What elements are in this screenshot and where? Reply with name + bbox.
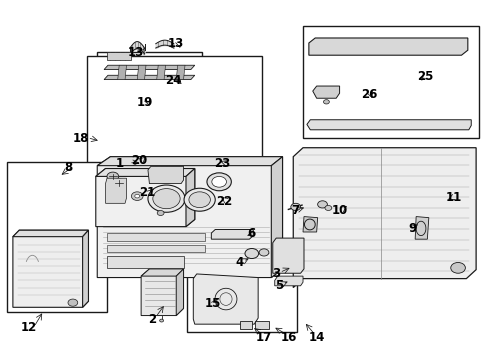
Circle shape (206, 173, 231, 191)
Circle shape (244, 248, 258, 258)
Text: 7: 7 (291, 204, 299, 217)
Polygon shape (13, 230, 88, 237)
Polygon shape (118, 65, 126, 80)
Circle shape (259, 249, 268, 256)
Circle shape (450, 262, 465, 273)
Polygon shape (148, 166, 183, 184)
Polygon shape (96, 168, 194, 226)
Polygon shape (185, 168, 194, 226)
Text: 13: 13 (128, 46, 144, 59)
Polygon shape (274, 276, 303, 286)
Circle shape (290, 203, 300, 211)
Bar (255, 321, 268, 329)
Polygon shape (105, 178, 126, 203)
Polygon shape (157, 65, 165, 80)
Text: 6: 6 (247, 227, 255, 240)
Bar (239, 321, 251, 329)
Text: 2: 2 (147, 313, 156, 327)
Circle shape (188, 192, 210, 208)
Polygon shape (271, 157, 282, 278)
Bar (107, 233, 204, 241)
Circle shape (113, 179, 124, 187)
Text: 9: 9 (408, 222, 416, 235)
Polygon shape (414, 217, 428, 239)
Bar (6, 162, 106, 312)
Text: 14: 14 (308, 330, 324, 343)
Polygon shape (104, 65, 194, 69)
Text: 11: 11 (445, 192, 461, 204)
Circle shape (68, 299, 78, 306)
Circle shape (325, 206, 331, 211)
Text: 20: 20 (131, 154, 147, 167)
Circle shape (153, 189, 180, 209)
Polygon shape (107, 51, 131, 60)
Polygon shape (211, 229, 253, 239)
Polygon shape (141, 269, 183, 316)
Polygon shape (293, 148, 475, 288)
Circle shape (159, 319, 163, 322)
Text: 5: 5 (275, 279, 283, 292)
Text: 21: 21 (139, 186, 155, 199)
Bar (186, 246, 296, 332)
Circle shape (148, 185, 184, 212)
Circle shape (211, 176, 226, 187)
Polygon shape (303, 217, 317, 232)
Text: 22: 22 (216, 195, 232, 208)
Bar (303, 26, 478, 138)
Text: 19: 19 (136, 96, 152, 109)
Polygon shape (82, 230, 88, 307)
Polygon shape (13, 230, 88, 307)
Polygon shape (308, 38, 467, 55)
Bar (87, 56, 262, 220)
Text: 12: 12 (21, 321, 37, 334)
Circle shape (183, 188, 215, 211)
Text: 25: 25 (416, 70, 432, 83)
Polygon shape (272, 238, 304, 273)
Text: 17: 17 (255, 330, 272, 343)
Polygon shape (104, 75, 194, 80)
Polygon shape (96, 168, 194, 176)
Polygon shape (312, 86, 339, 98)
Bar (107, 256, 183, 268)
Text: 18: 18 (73, 132, 89, 145)
Circle shape (317, 201, 327, 208)
Text: 3: 3 (272, 267, 280, 280)
Polygon shape (176, 269, 183, 316)
Polygon shape (141, 269, 183, 276)
Text: 16: 16 (281, 330, 297, 343)
Bar (97, 52, 202, 133)
Polygon shape (176, 65, 184, 80)
Circle shape (107, 172, 119, 181)
Text: 8: 8 (64, 161, 72, 174)
Circle shape (323, 100, 329, 104)
Circle shape (131, 192, 143, 201)
Text: 1: 1 (116, 157, 124, 170)
Text: 23: 23 (214, 157, 230, 170)
Text: 24: 24 (165, 74, 182, 87)
Polygon shape (97, 157, 282, 166)
Circle shape (135, 194, 140, 198)
Text: 13: 13 (168, 37, 184, 50)
Polygon shape (193, 274, 258, 324)
Bar (107, 244, 204, 252)
Text: 4: 4 (235, 256, 243, 269)
Text: 26: 26 (360, 88, 376, 101)
Polygon shape (306, 120, 470, 130)
Polygon shape (137, 65, 146, 80)
Text: 15: 15 (204, 297, 221, 310)
Circle shape (157, 211, 163, 216)
Polygon shape (97, 157, 282, 278)
Text: 10: 10 (331, 204, 347, 217)
